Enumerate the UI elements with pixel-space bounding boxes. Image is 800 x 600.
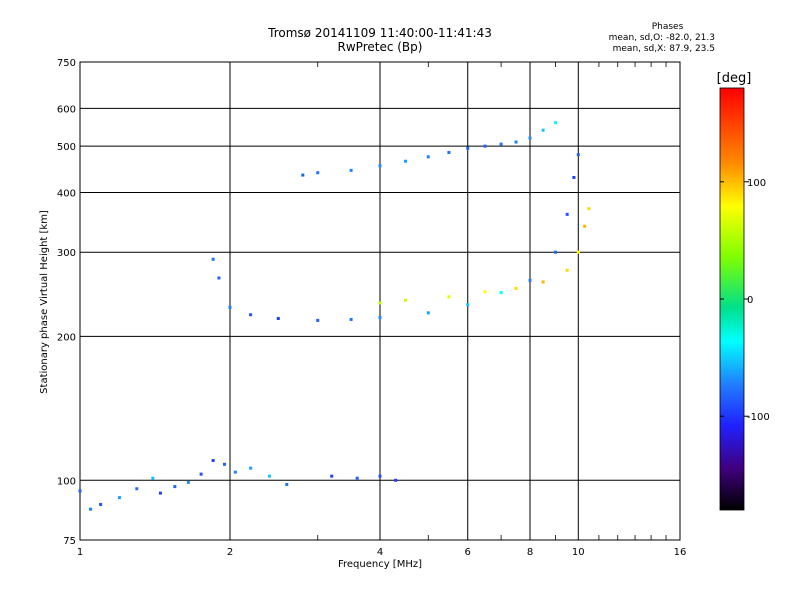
data-point [99, 502, 103, 506]
y-tick-label: 750 [57, 58, 76, 69]
y-axis-label: Stationary phase Virtual Height [km] [39, 210, 50, 394]
data-point [466, 303, 470, 307]
colorbar-tick-label: 0 [747, 295, 753, 306]
data-point [499, 142, 503, 146]
y-tick-label: 75 [63, 536, 76, 547]
data-point [528, 136, 532, 140]
data-point [565, 212, 569, 216]
colorbar-label: [deg] [717, 71, 752, 86]
data-point [223, 462, 227, 466]
phase-o-stats: mean, sd,O: -82.0, 21.3 [608, 33, 715, 43]
data-point [576, 250, 580, 254]
data-point [378, 301, 382, 305]
data-point [378, 164, 382, 168]
x-tick-label: 6 [465, 547, 471, 558]
data-point [276, 316, 280, 320]
data-point [541, 128, 545, 132]
data-point [447, 295, 451, 299]
x-tick-label: 4 [377, 547, 383, 558]
x-tick-label: 8 [527, 547, 533, 558]
data-point [514, 140, 518, 144]
data-point [514, 286, 518, 290]
data-point [217, 276, 221, 280]
y-tick-label: 300 [57, 248, 76, 259]
data-point [249, 466, 253, 470]
data-point [316, 171, 320, 175]
data-point [378, 316, 382, 320]
data-point [349, 168, 353, 172]
data-point [199, 472, 203, 476]
data-point [394, 478, 398, 482]
data-point [173, 485, 177, 489]
data-point [211, 458, 215, 462]
data-point [378, 474, 382, 478]
data-point [576, 153, 580, 157]
data-point [426, 155, 430, 159]
data-point [349, 317, 353, 321]
data-points [78, 121, 591, 511]
data-point [228, 305, 232, 309]
colorbar-tick-label: -100 [747, 412, 770, 423]
axis-ticks: 1 2 4 6 8 10 16 75 100 200 300 400 500 600 750 [57, 58, 686, 558]
x-tick-label: 16 [674, 547, 687, 558]
data-point [135, 487, 139, 491]
data-point [78, 489, 82, 493]
data-point [528, 278, 532, 282]
y-tick-label: 100 [57, 476, 76, 487]
data-point [267, 474, 271, 478]
data-point [301, 173, 305, 177]
data-point [249, 313, 253, 317]
chart-subtitle: RwPretec (Bp) [337, 40, 423, 54]
data-point [587, 207, 591, 211]
data-point [403, 298, 407, 302]
data-point [89, 507, 93, 511]
data-point [330, 474, 334, 478]
x-tick-label: 10 [572, 547, 585, 558]
colorbar-ticks: 100 0 -100 [720, 178, 770, 423]
y-tick-label: 400 [57, 188, 76, 199]
data-point [151, 476, 155, 480]
data-point [572, 175, 576, 179]
data-point [565, 268, 569, 272]
x-tick-label: 1 [77, 547, 83, 558]
data-point [403, 159, 407, 163]
data-point [583, 224, 587, 228]
data-point [158, 491, 162, 495]
phase-info: Phases mean, sd,O: -82.0, 21.3 mean, sd,… [590, 22, 715, 55]
y-tick-label: 500 [57, 142, 76, 153]
data-point [186, 480, 190, 484]
x-tick-label: 2 [227, 547, 233, 558]
data-point [553, 250, 557, 254]
data-point [483, 144, 487, 148]
y-tick-label: 600 [57, 104, 76, 115]
y-tick-label: 200 [57, 332, 76, 343]
data-point [285, 482, 289, 486]
data-point [483, 290, 487, 294]
grid [80, 62, 680, 540]
phase-x-stats: mean, sd,X: 87.9, 23.5 [612, 44, 715, 54]
chart-title: Tromsø 20141109 11:40:00-11:41:43 [268, 26, 492, 40]
data-point [426, 311, 430, 315]
data-point [466, 146, 470, 150]
data-point [447, 150, 451, 154]
data-point [316, 318, 320, 322]
data-point [499, 291, 503, 295]
data-point [553, 121, 557, 125]
data-point [233, 470, 237, 474]
data-point [211, 257, 215, 261]
data-point [355, 476, 359, 480]
phase-header: Phases [651, 22, 684, 32]
x-axis-label: Frequency [MHz] [338, 559, 422, 570]
data-point [541, 280, 545, 284]
data-point [117, 496, 121, 500]
colorbar-tick-label: 100 [747, 178, 766, 189]
